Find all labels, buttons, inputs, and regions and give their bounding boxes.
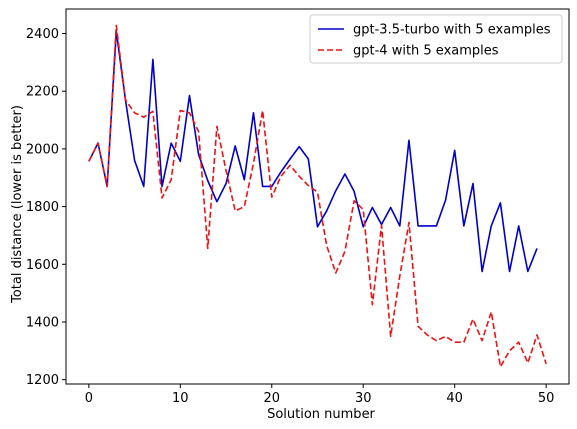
plot-area: [65, 8, 570, 385]
y-axis-label: Total distance (lower is better): [10, 105, 25, 304]
legend: gpt-3.5-turbo with 5 examples gpt-4 with …: [309, 14, 563, 64]
y-axis: 1200 1400 1600 1800 2000 2200 2400: [26, 27, 66, 388]
y-tick-label: 1200: [26, 373, 59, 388]
x-tick-label: 40: [446, 391, 463, 406]
x-axis: 0 10 20 30 40 50: [85, 384, 555, 406]
y-tick-label: 2000: [26, 142, 59, 157]
series-line-2: [88, 24, 547, 368]
y-tick-label: 1800: [26, 200, 59, 215]
y-tick-label: 1400: [26, 315, 59, 330]
legend-label-1: gpt-3.5-turbo with 5 examples: [353, 23, 551, 38]
y-tick-label: 2400: [26, 27, 59, 42]
plot-frame: [65, 8, 570, 385]
x-axis-label: Solution number: [267, 407, 375, 422]
x-tick-label: 50: [538, 391, 555, 406]
legend-label-2: gpt-4 with 5 examples: [353, 44, 499, 59]
x-tick-label: 30: [355, 391, 372, 406]
y-tick-label: 2200: [26, 85, 59, 100]
x-tick-label: 0: [85, 391, 93, 406]
y-tick-label: 1600: [26, 258, 59, 273]
series-line-1: [88, 30, 538, 273]
legend-box: [309, 14, 563, 64]
x-tick-label: 10: [172, 391, 189, 406]
x-tick-label: 20: [263, 391, 280, 406]
